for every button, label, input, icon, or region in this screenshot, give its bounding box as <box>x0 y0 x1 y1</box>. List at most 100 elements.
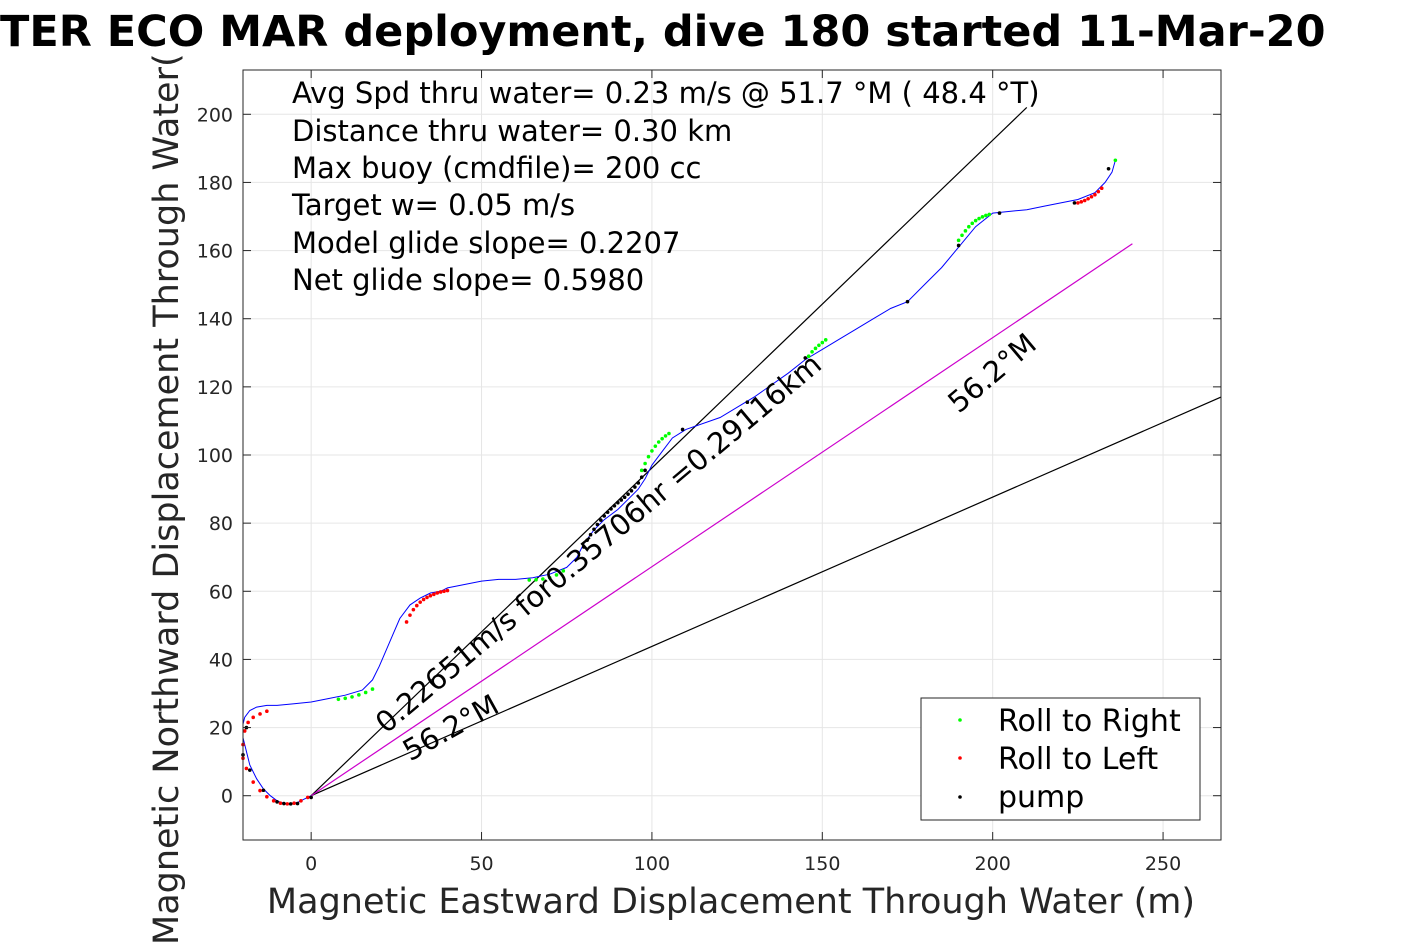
y-tick-label: 180 <box>197 172 233 194</box>
roll-left-point <box>292 801 296 806</box>
roll-right-point <box>527 578 532 582</box>
roll-left-point <box>411 607 416 612</box>
pump-point <box>745 400 750 404</box>
roll-left-point <box>299 799 303 803</box>
roll-left-point <box>265 709 269 714</box>
pump-point <box>905 299 910 304</box>
stats-block: Avg Spd thru water= 0.23 m/s @ 51.7 °M (… <box>291 76 1040 297</box>
roll-right-point <box>643 461 647 466</box>
y-tick-label: 40 <box>209 649 233 671</box>
roll-right-point <box>967 224 971 229</box>
roll-left-point <box>305 795 310 800</box>
pump-point <box>599 518 603 522</box>
y-tick-label: 20 <box>209 718 233 740</box>
roll-left-point <box>258 712 262 716</box>
x-axis-label: Magnetic Eastward Displacement Through W… <box>267 882 1195 922</box>
pump-point <box>1106 167 1111 171</box>
track-line <box>242 160 1116 804</box>
stats-line: Distance thru water= 0.30 km <box>292 114 732 148</box>
legend-marker-roll-right <box>958 718 962 722</box>
roll-right-point <box>806 354 811 358</box>
pump-point <box>585 538 589 542</box>
stats-line: Max buoy (cmdfile)= 200 cc <box>292 151 701 185</box>
stats-line: Model glide slope= 0.2207 <box>292 226 680 260</box>
y-tick-label: 160 <box>197 241 233 263</box>
legend-label-roll-left: Roll to Left <box>998 742 1158 777</box>
roll-left-point <box>418 600 422 604</box>
pump-point <box>275 800 279 804</box>
roll-right-point <box>956 238 961 243</box>
x-tick-label: 0 <box>305 853 317 875</box>
legend-marker-roll-left <box>958 756 962 760</box>
roll-left-point <box>242 729 247 733</box>
pump-point <box>288 802 293 806</box>
pump-point <box>261 788 266 793</box>
legend-label-roll-right: Roll to Right <box>998 704 1181 739</box>
pump-point <box>581 545 586 549</box>
roll-right-point <box>970 221 975 226</box>
reference-lines <box>310 107 1221 797</box>
pump-point <box>956 243 961 248</box>
y-tick-label: 80 <box>209 513 233 535</box>
roll-left-point <box>1076 201 1080 205</box>
annotation-label: 0.22651m/s for0.35706hr =0.29116km <box>369 347 828 740</box>
y-tick-label: 140 <box>197 309 233 331</box>
roll-right-point <box>973 218 978 223</box>
roll-left-point <box>445 588 450 593</box>
roll-right-point <box>650 449 654 453</box>
roll-right-point <box>977 216 981 221</box>
pump-point <box>248 768 252 772</box>
pump-point <box>643 468 647 473</box>
roll-left-point <box>421 597 426 602</box>
stats-line: Target w= 0.05 m/s <box>291 188 575 222</box>
pump-point <box>636 481 641 485</box>
roll-right-point <box>370 687 375 691</box>
roll-left-point <box>1089 194 1094 199</box>
pump-point <box>633 485 637 489</box>
roll-right-point <box>817 343 821 348</box>
roll-right-point <box>823 338 828 342</box>
roll-right-point <box>561 569 566 573</box>
roll-left-point <box>1082 198 1087 203</box>
x-tick-label: 250 <box>1145 853 1181 875</box>
roll-left-point <box>285 802 290 806</box>
stats-line: Avg Spd thru water= 0.23 m/s @ 51.7 °M (… <box>292 76 1040 110</box>
axis-ticks: 0 50 100 150 200 250 0 20 40 60 80 100 120 140 160 180 2… <box>197 70 1221 875</box>
reference-line-0 <box>310 107 1028 797</box>
roll-left-point <box>408 613 412 617</box>
roll-left-point <box>244 766 249 771</box>
pump-point <box>803 356 808 360</box>
roll-left-point <box>278 801 283 806</box>
roll-right-point <box>963 229 968 233</box>
pump-point <box>619 498 624 502</box>
roll-left-point <box>435 591 440 595</box>
roll-right-point <box>639 468 644 473</box>
x-tick-label: 50 <box>469 853 493 875</box>
y-tick-label: 120 <box>197 377 233 399</box>
roll-right-point <box>363 690 368 695</box>
pump-point <box>622 495 627 500</box>
roll-right-point <box>810 349 814 354</box>
stats-line: Net glide slope= 0.5980 <box>292 263 644 297</box>
roll-right-point <box>554 573 559 577</box>
data-series <box>241 158 1118 806</box>
roll-left-point <box>258 788 262 793</box>
roll-right-point <box>813 346 818 351</box>
pump-point <box>1072 201 1077 205</box>
pump-point <box>639 475 644 479</box>
x-tick-label: 200 <box>975 853 1011 875</box>
pump-point <box>612 503 617 508</box>
pump-point <box>592 527 596 532</box>
pump-point <box>997 211 1002 215</box>
pump-point <box>595 522 600 527</box>
roll-left-point <box>246 720 250 725</box>
roll-left-point <box>265 794 269 799</box>
roll-right-point <box>980 215 985 219</box>
pump-point <box>626 492 630 496</box>
grid-lines <box>243 70 1221 840</box>
roll-left-point <box>404 620 409 624</box>
roll-left-point <box>1099 186 1104 191</box>
roll-right-point <box>660 436 664 441</box>
pump-point <box>309 795 313 800</box>
roll-right-point <box>1113 158 1118 163</box>
